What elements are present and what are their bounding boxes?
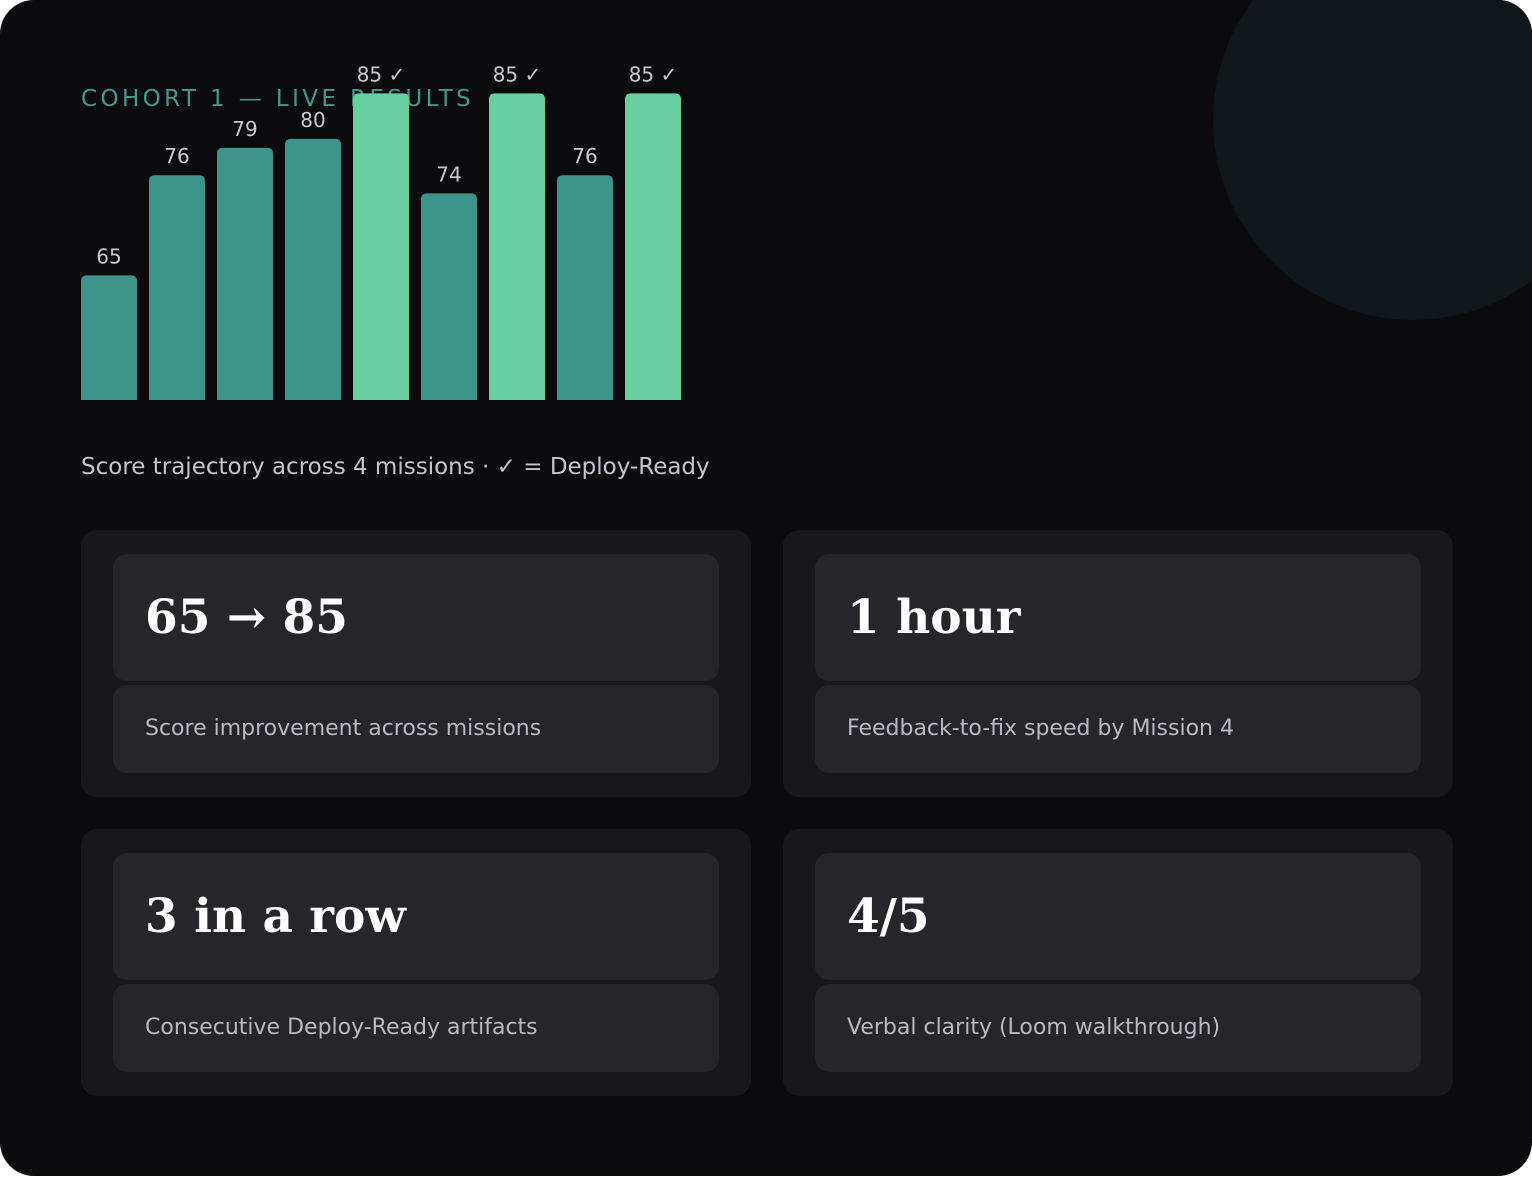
- stat-label: Score improvement across missions: [145, 716, 542, 741]
- stat-label-box: Feedback-to-fix speed by Mission 4: [815, 685, 1421, 773]
- bar-value-label: 85 ✓: [629, 62, 678, 86]
- bar: [285, 138, 341, 400]
- stat-card-verbal-clarity: 4/5 Verbal clarity (Loom walkthrough): [783, 829, 1453, 1096]
- stat-value: 1 hour: [847, 590, 1021, 645]
- stat-value: 65 → 85: [145, 590, 348, 645]
- decorative-circle: [1213, 0, 1532, 320]
- bar-value-label: 80: [300, 108, 325, 132]
- stat-label: Feedback-to-fix speed by Mission 4: [847, 716, 1234, 741]
- bar: [421, 193, 477, 400]
- stat-card-consecutive-deploy-ready: 3 in a row Consecutive Deploy-Ready arti…: [81, 829, 751, 1096]
- stat-label-box: Verbal clarity (Loom walkthrough): [815, 984, 1421, 1072]
- bar-deploy-ready: [353, 93, 409, 400]
- stat-label-box: Score improvement across missions: [113, 685, 719, 773]
- bar: [81, 275, 137, 400]
- bar-value-label: 79: [232, 117, 257, 141]
- stat-label: Consecutive Deploy-Ready artifacts: [145, 1015, 538, 1040]
- stat-value-box: 4/5: [815, 853, 1421, 980]
- bar: [149, 175, 205, 400]
- bar: [557, 175, 613, 400]
- stat-value-box: 3 in a row: [113, 853, 719, 980]
- stat-label: Verbal clarity (Loom walkthrough): [847, 1015, 1221, 1040]
- bar-deploy-ready: [625, 93, 681, 400]
- bar: [217, 147, 273, 400]
- stat-value: 4/5: [847, 889, 930, 944]
- bar-deploy-ready: [489, 93, 545, 400]
- stat-value-box: 1 hour: [815, 554, 1421, 681]
- chart-caption: Score trajectory across 4 missions · ✓ =…: [81, 454, 710, 480]
- stat-card-score-improvement: 65 → 85 Score improvement across mission…: [81, 530, 751, 797]
- stat-label-box: Consecutive Deploy-Ready artifacts: [113, 984, 719, 1072]
- stat-card-feedback-speed: 1 hour Feedback-to-fix speed by Mission …: [783, 530, 1453, 797]
- bar-value-label: 85 ✓: [357, 62, 406, 86]
- bar-value-label: 85 ✓: [493, 62, 542, 86]
- bar-value-label: 74: [436, 162, 461, 186]
- stat-value-box: 65 → 85: [113, 554, 719, 681]
- stat-value: 3 in a row: [145, 889, 406, 944]
- bar-value-label: 76: [572, 144, 597, 168]
- score-bar-chart: 65 76 79 80 85 ✓ 74 85 ✓ 76 85 ✓: [81, 62, 681, 400]
- bar-value-label: 65: [96, 244, 121, 268]
- bar-value-label: 76: [164, 144, 189, 168]
